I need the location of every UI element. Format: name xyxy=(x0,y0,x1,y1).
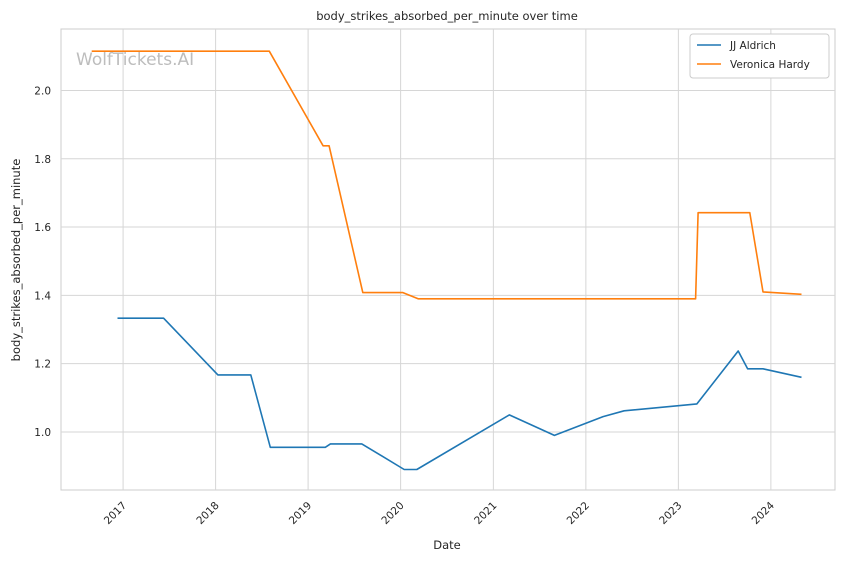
y-tick-label: 1.2 xyxy=(34,359,51,371)
x-gridlines xyxy=(122,29,772,490)
x-tick-label: 2023 xyxy=(657,500,684,527)
plot-area xyxy=(60,28,836,491)
legend-label-jj-aldrich: JJ Aldrich xyxy=(729,40,776,52)
x-tick-label: 2017 xyxy=(102,500,129,527)
y-tick-label: 1.4 xyxy=(34,290,51,302)
x-axis-ticks: 2017 2018 2019 2020 2021 2022 2023 2024 xyxy=(102,499,777,527)
x-tick-label: 2021 xyxy=(472,500,499,527)
y-tick-label: 1.0 xyxy=(34,427,51,439)
y-tick-label: 1.8 xyxy=(34,154,51,166)
x-tick-label: 2018 xyxy=(194,500,221,527)
legend: JJ Aldrich Veronica Hardy xyxy=(689,33,830,79)
series-line-jj-aldrich xyxy=(117,317,802,471)
x-tick-label: 2024 xyxy=(750,499,778,527)
x-tick-label: 2019 xyxy=(287,500,314,527)
x-tick-label: 2020 xyxy=(379,500,406,527)
chart-title: body_strikes_absorbed_per_minute over ti… xyxy=(316,9,578,23)
y-gridlines xyxy=(61,89,835,433)
x-tick-label: 2022 xyxy=(565,500,592,527)
legend-box xyxy=(689,33,830,79)
y-tick-label: 2.0 xyxy=(34,85,51,97)
watermark: WolfTickets.AI xyxy=(76,50,194,70)
legend-label-veronica-hardy: Veronica Hardy xyxy=(730,59,810,71)
series-layer xyxy=(91,50,802,471)
y-axis-ticks: 1.0 1.2 1.4 1.6 1.8 2.0 xyxy=(34,85,51,438)
x-axis-label: Date xyxy=(433,538,461,552)
series-line-veronica-hardy xyxy=(91,50,802,300)
y-axis-label: body_strikes_absorbed_per_minute xyxy=(9,159,23,362)
y-tick-label: 1.6 xyxy=(34,222,51,234)
